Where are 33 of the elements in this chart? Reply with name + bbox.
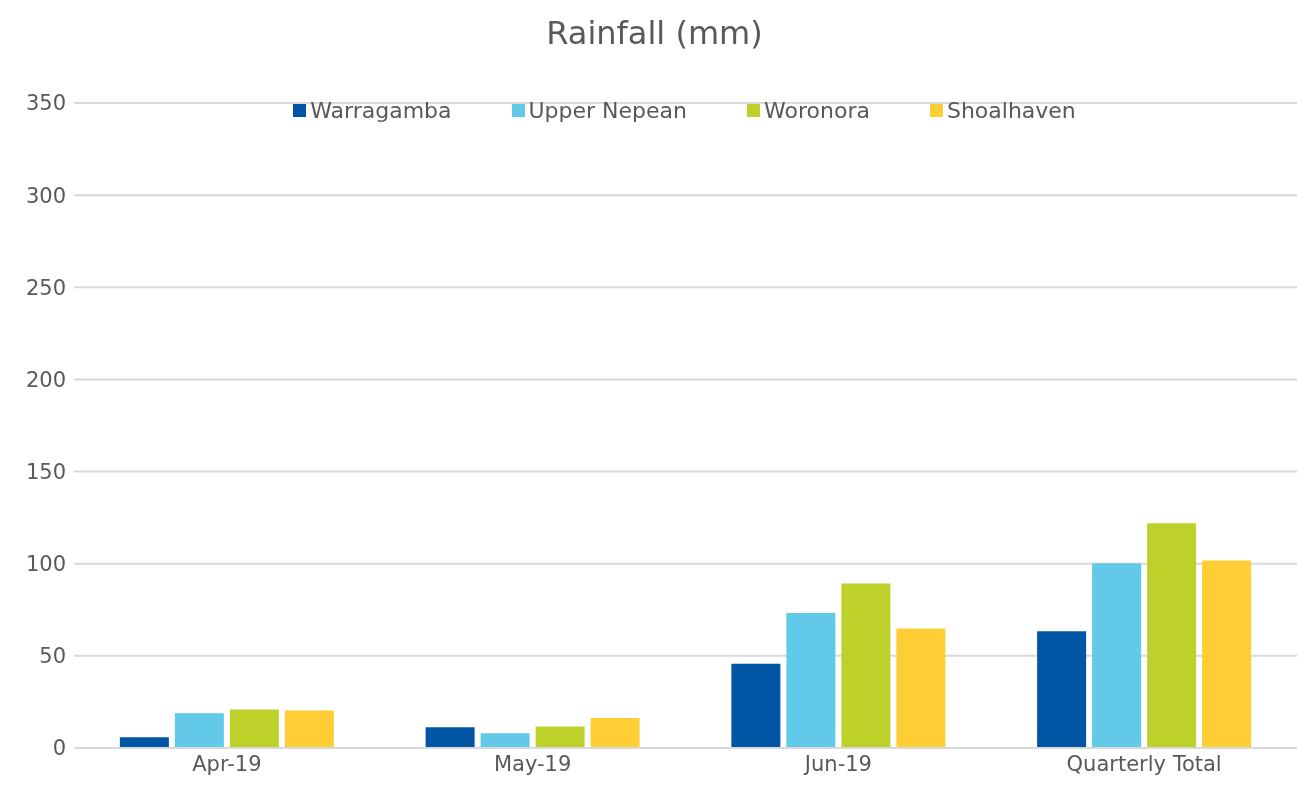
x-tick-label: Quarterly Total — [1066, 751, 1222, 776]
bar — [480, 733, 530, 748]
y-tick-label: 350 — [25, 91, 66, 116]
bar — [425, 727, 475, 748]
legend-label: Upper Nepean — [527, 98, 688, 123]
y-tick-label: 0 — [52, 736, 66, 761]
y-tick-label: 150 — [25, 460, 66, 485]
bar — [1092, 563, 1142, 748]
bar — [174, 713, 224, 748]
y-tick-label: 300 — [25, 183, 66, 208]
bar — [535, 726, 585, 748]
legend-label: Woronora — [763, 98, 870, 123]
bar — [590, 717, 640, 748]
bar — [786, 613, 836, 748]
chart-title: Rainfall (mm) — [545, 13, 764, 54]
bar — [284, 710, 334, 748]
x-tick-label: May-19 — [493, 751, 572, 776]
bar — [229, 709, 279, 748]
legend-label: Warragamba — [309, 98, 452, 123]
bar — [731, 663, 781, 748]
bar — [1147, 523, 1197, 748]
x-tick-label: Apr-19 — [192, 751, 262, 776]
y-tick-label: 50 — [39, 644, 66, 669]
y-tick-label: 100 — [25, 552, 66, 577]
bar — [119, 737, 169, 748]
bar — [1202, 560, 1252, 748]
y-tick-label: 250 — [25, 275, 66, 300]
bar — [841, 583, 891, 748]
bar — [896, 628, 946, 748]
bar — [1037, 631, 1087, 748]
x-tick-label: Jun-19 — [802, 751, 872, 776]
legend-label: Shoalhaven — [945, 98, 1076, 123]
y-tick-label: 200 — [25, 367, 66, 392]
